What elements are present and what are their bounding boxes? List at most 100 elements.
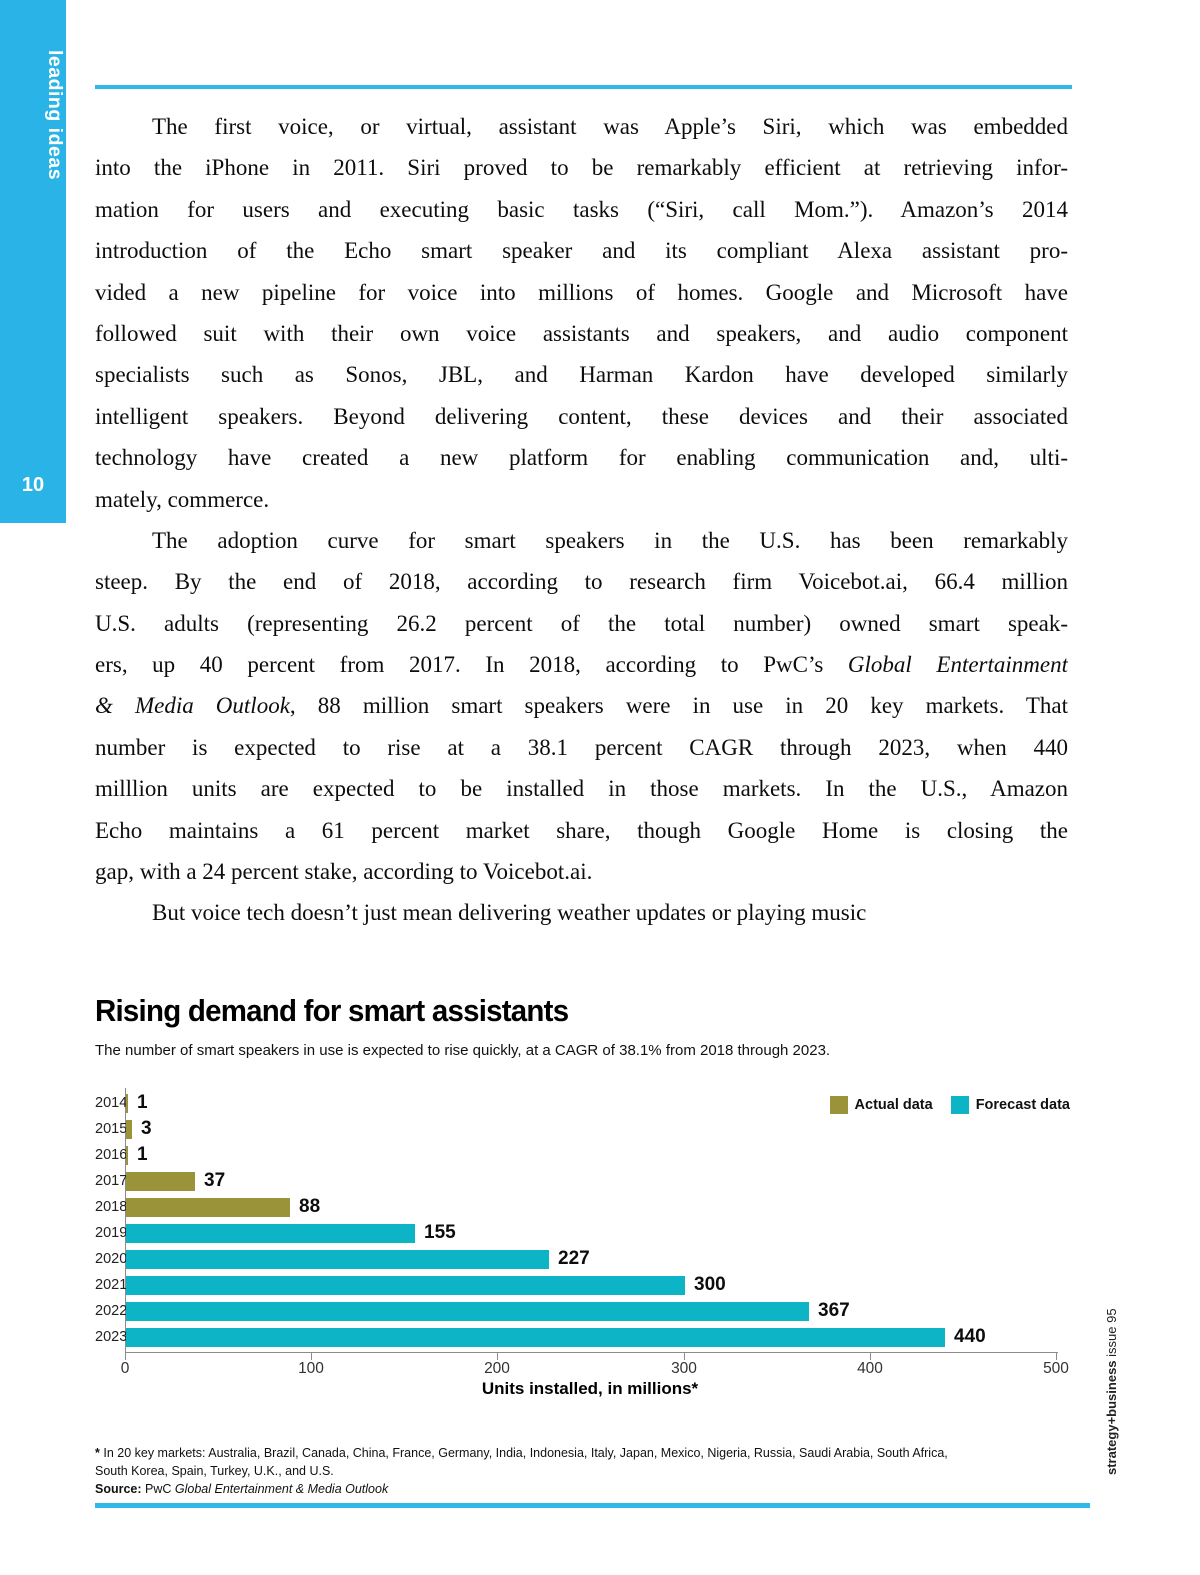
bar-forecast (126, 1327, 945, 1347)
year-label: 2020 (95, 1251, 128, 1267)
bar-row: 2014 1 (95, 1090, 1105, 1116)
bar-forecast (126, 1275, 685, 1295)
x-tick (497, 1352, 498, 1360)
year-label: 2014 (95, 1095, 128, 1111)
bar-value-label: 1 (137, 1144, 148, 1165)
legend-swatch (829, 1096, 848, 1114)
y-axis-line (125, 1088, 126, 1352)
body-line: into the iPhone in 2011. Siri proved to … (95, 147, 1068, 188)
year-label: 2015 (95, 1121, 128, 1137)
source-line: Source: PwC Global Entertainment & Media… (95, 1480, 995, 1498)
source-pre: PwC (141, 1482, 175, 1496)
year-label: 2016 (95, 1147, 128, 1163)
bar-actual (126, 1145, 128, 1165)
legend-item: Actual data (829, 1096, 933, 1114)
body-line-text: mation for users and executing basic tas… (95, 196, 1068, 222)
bar-value-label: 227 (558, 1248, 590, 1269)
legend-swatch (950, 1096, 969, 1114)
bar-value-label: 88 (299, 1196, 321, 1217)
body-line: number is expected to rise at a 38.1 per… (95, 727, 1068, 768)
body-line-text: U.S. adults (representing 26.2 percent o… (95, 610, 1068, 636)
legend-label: Actual data (854, 1097, 933, 1113)
chart-plot: 2014 1 2015 3 2016 1 2017 37 2018 88 2019 155 2020 22… (95, 1090, 1105, 1350)
body-line: specialists such as Sonos, JBL, and Harm… (95, 354, 1068, 395)
bar-row: 2017 37 (95, 1168, 1105, 1194)
x-tick-label: 500 (1043, 1360, 1069, 1377)
bar-value-label: 300 (694, 1274, 726, 1295)
sidebar-band: leading ideas 10 (0, 0, 66, 523)
body-line-text: ers, up 40 percent from 2017. In 2018, a… (95, 652, 848, 678)
spine-brand: strategy+business (1104, 1360, 1119, 1475)
body-line: steep. By the end of 2018, according to … (95, 561, 1068, 602)
body-line-text: milllion units are expected to be instal… (95, 776, 1068, 802)
bar-forecast (126, 1301, 809, 1321)
body-line-text: But voice tech doesn’t just mean deliver… (152, 900, 867, 926)
body-text: The first voice, or virtual, assistant w… (95, 106, 1068, 934)
x-tick-label: 400 (857, 1360, 883, 1377)
top-rule (95, 85, 1072, 89)
body-line-text: intelligent speakers. Beyond delivering … (95, 403, 1068, 429)
body-line-text: introduction of the Echo smart speaker a… (95, 238, 1068, 264)
body-line: Echo maintains a 61 percent market share… (95, 810, 1068, 851)
bar-row: 2016 1 (95, 1142, 1105, 1168)
bar-row: 2018 88 (95, 1194, 1105, 1220)
source-title: Global Entertainment & Media Outlook (174, 1482, 389, 1496)
bar-row: 2020 227 (95, 1246, 1105, 1272)
body-line-text: , 88 million smart speakers were in use … (289, 693, 1068, 719)
bar-actual (126, 1119, 132, 1139)
bar-actual (126, 1197, 290, 1217)
body-line-text: vided a new pipeline for voice into mill… (95, 279, 1068, 305)
body-line-italic-text: Global Entertainment (847, 652, 1068, 678)
body-line: milllion units are expected to be instal… (95, 768, 1068, 809)
body-line-text: gap, with a 24 percent stake, according … (95, 859, 593, 885)
bar-row: 2022 367 (95, 1298, 1105, 1324)
body-line-text: technology have created a new platform f… (95, 445, 1068, 471)
source-label: Source: (95, 1482, 142, 1496)
bar-row: 2019 155 (95, 1220, 1105, 1246)
year-label: 2019 (95, 1225, 128, 1241)
x-tick-label: 300 (671, 1360, 697, 1377)
body-line-text: followed suit with their own voice assis… (95, 320, 1068, 346)
x-tick (311, 1352, 312, 1360)
legend-label: Forecast data (975, 1097, 1070, 1113)
page-number: 10 (21, 474, 45, 496)
body-line-text: into the iPhone in 2011. Siri proved to … (95, 155, 1068, 181)
x-axis-title: Units installed, in millions* (481, 1379, 699, 1398)
spine-caption: strategy+business issue 95 (1104, 1303, 1119, 1475)
spine-issue: issue 95 (1104, 1308, 1119, 1361)
body-line-text: number is expected to rise at a 38.1 per… (95, 734, 1068, 760)
body-line: U.S. adults (representing 26.2 percent o… (95, 603, 1068, 644)
bar-row: 2021 300 (95, 1272, 1105, 1298)
year-label: 2021 (95, 1277, 128, 1293)
body-line: followed suit with their own voice assis… (95, 313, 1068, 354)
x-tick-label: 0 (120, 1360, 130, 1377)
x-tick (125, 1352, 126, 1360)
bar-value-label: 155 (424, 1222, 456, 1243)
body-line: intelligent speakers. Beyond delivering … (95, 396, 1068, 437)
bar-actual (126, 1171, 195, 1191)
body-line-text: mately, commerce. (95, 486, 270, 512)
body-line-text: steep. By the end of 2018, according to … (95, 569, 1068, 595)
section-label: leading ideas (44, 50, 66, 181)
x-tick (870, 1352, 871, 1360)
chart-title: Rising demand for smart assistants (95, 993, 569, 1028)
x-tick-label: 100 (298, 1360, 324, 1377)
year-label: 2023 (95, 1329, 128, 1345)
bar-row: 2015 3 (95, 1116, 1105, 1142)
bottom-rule (95, 1503, 1090, 1508)
x-tick (684, 1352, 685, 1360)
body-line: gap, with a 24 percent stake, according … (95, 851, 1068, 892)
body-line: The first voice, or virtual, assistant w… (95, 106, 1068, 147)
footnote-star: * (95, 1446, 100, 1460)
year-label: 2018 (95, 1199, 128, 1215)
bar-row: 2023 440 (95, 1324, 1105, 1350)
bar-value-label: 1 (137, 1092, 148, 1113)
body-line: technology have created a new platform f… (95, 437, 1068, 478)
body-line-italic-text: & Media Outlook (95, 693, 290, 719)
footnote-line-1: * In 20 key markets: Australia, Brazil, … (95, 1444, 995, 1462)
bar-actual (126, 1093, 128, 1113)
legend-item: Forecast data (950, 1096, 1070, 1114)
body-line: The adoption curve for smart speakers in… (95, 520, 1068, 561)
body-line-text: The adoption curve for smart speakers in… (152, 527, 1068, 553)
